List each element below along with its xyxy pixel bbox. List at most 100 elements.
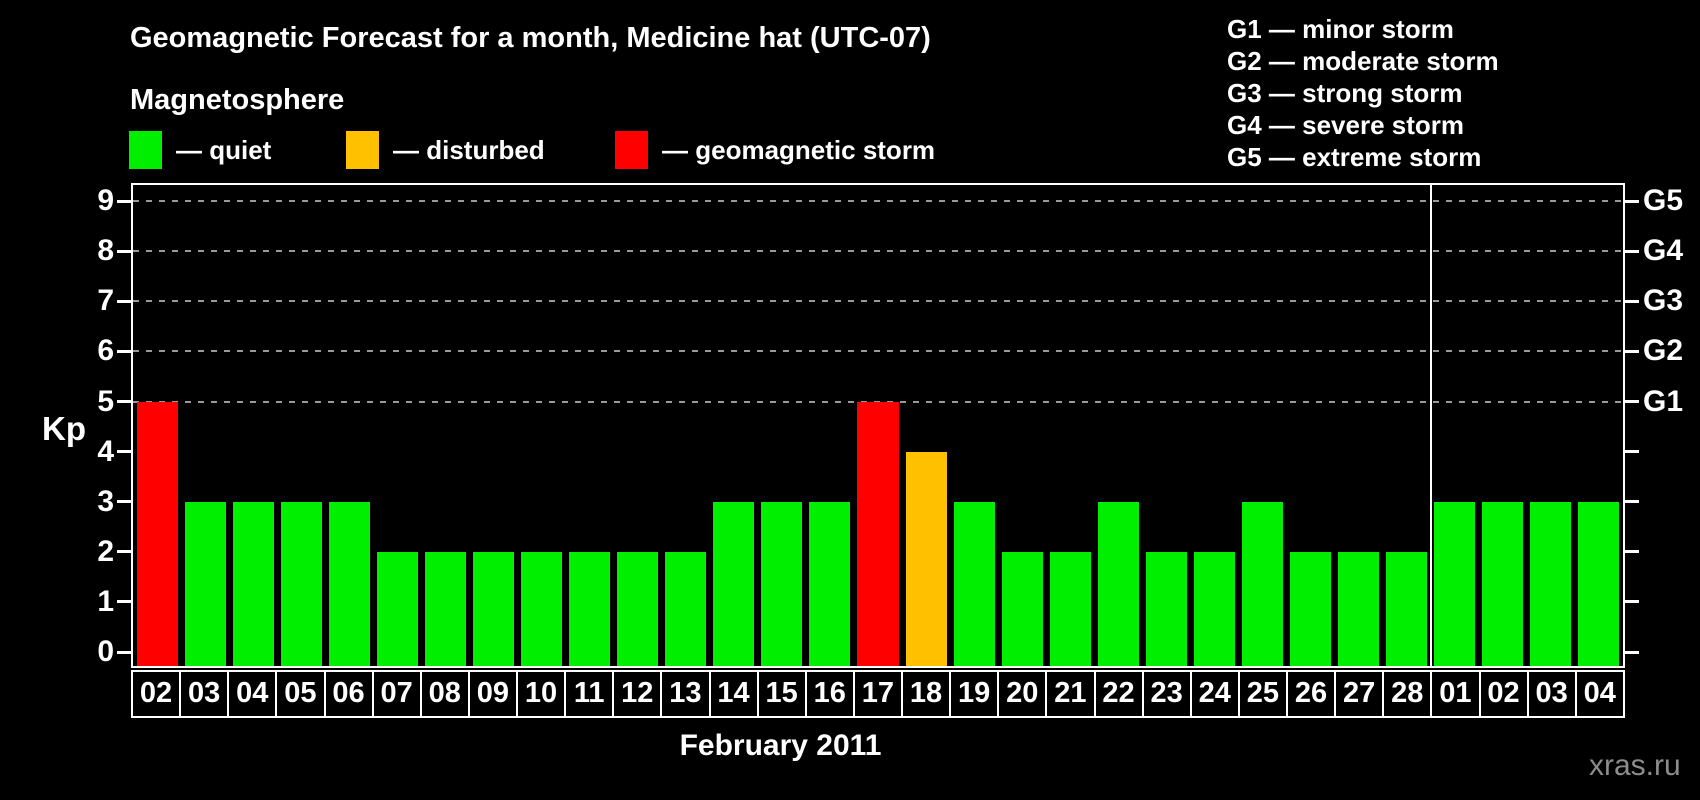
right-axis-tick-1 <box>1625 600 1639 604</box>
date-cell-10-feb: 10 <box>516 672 564 716</box>
bar-day-05-feb <box>280 501 322 666</box>
right-axis-tick-9 <box>1625 199 1639 203</box>
right-axis-tick-2 <box>1625 550 1639 554</box>
legend-item-quiet: — quiet <box>129 130 271 170</box>
right-axis-tick-6 <box>1625 349 1639 353</box>
y-axis-tick-0 <box>117 650 131 654</box>
month-separator-line <box>1429 185 1432 666</box>
page-title: Geomagnetic Forecast for a month, Medici… <box>130 22 931 54</box>
bar-day-18-feb <box>905 451 947 666</box>
bar-day-25-feb <box>1241 501 1284 666</box>
g-level-label-g5: G5 <box>1643 184 1684 218</box>
date-cell-04-mar: 04 <box>1574 672 1623 716</box>
y-tick-label-6: 6 <box>97 334 114 368</box>
g-scale-item-g4: G4 — severe storm <box>1227 110 1465 140</box>
date-cell-24-feb: 24 <box>1189 672 1238 716</box>
bar-day-23-feb <box>1145 551 1187 666</box>
x-axis-month-label: February 2011 <box>679 729 882 762</box>
disturbed-color-swatch <box>346 131 379 169</box>
bar-day-12-feb <box>617 551 659 666</box>
legend-label-disturbed: — disturbed <box>393 135 545 165</box>
date-cell-18-feb: 18 <box>901 672 949 716</box>
date-cell-20-feb: 20 <box>997 672 1045 716</box>
y-tick-label-3: 3 <box>97 484 114 518</box>
g-level-label-g4: G4 <box>1643 234 1684 268</box>
date-cell-02-feb: 02 <box>139 677 173 709</box>
bar-day-28-feb <box>1386 551 1428 666</box>
date-cell-05-feb: 05 <box>275 672 323 716</box>
bar-day-04-feb <box>232 501 274 666</box>
y-axis-tick-6 <box>117 349 131 353</box>
bar-day-10-feb <box>521 551 563 666</box>
date-cell-26-feb: 26 <box>1286 672 1334 716</box>
bar-day-09-feb <box>472 551 514 666</box>
legend-label-quiet: — quiet <box>176 135 272 165</box>
quiet-color-swatch <box>129 131 162 169</box>
date-cell-21-feb: 21 <box>1045 672 1093 716</box>
gridline-kp6 <box>133 350 1623 353</box>
date-axis: 02 03 04 05 06 07 08 09 10 11 12 13 14 15 16 17 18 19 20 21… <box>131 670 1625 718</box>
right-axis-tick-3 <box>1625 500 1639 504</box>
legend-label-storm: — geomagnetic storm <box>662 135 936 165</box>
y-axis-tick-8 <box>117 249 131 253</box>
y-axis-tick-2 <box>117 550 131 554</box>
bar-day-27-feb <box>1338 551 1380 666</box>
legend-item-disturbed: — disturbed <box>346 130 545 170</box>
right-axis-tick-8 <box>1625 249 1639 253</box>
bar-day-21-feb <box>1049 551 1091 666</box>
date-cell-11-feb: 11 <box>564 672 612 716</box>
bar-day-20-feb <box>1001 551 1043 666</box>
date-cell-02-mar: 02 <box>1478 672 1527 716</box>
date-cell-03-mar: 03 <box>1526 672 1575 716</box>
y-tick-label-9: 9 <box>97 184 114 218</box>
bar-day-11-feb <box>569 551 611 666</box>
bar-day-16-feb <box>809 501 851 666</box>
date-cell-25-feb: 25 <box>1237 672 1286 716</box>
y-axis-tick-5 <box>117 400 131 403</box>
bar-day-24-feb <box>1193 551 1235 666</box>
date-cell-28-feb: 28 <box>1382 672 1430 716</box>
gridline-kp8 <box>133 250 1623 253</box>
bar-day-22-feb <box>1097 501 1139 666</box>
g-scale-item-g5: G5 — extreme storm <box>1227 142 1482 172</box>
chart-area: Kp 0 1 2 3 4 5 6 7 8 9 G1 G2 G3 G4 G5 <box>0 183 1700 668</box>
bar-day-08-feb <box>424 551 466 666</box>
right-axis-tick-5 <box>1625 400 1639 403</box>
y-tick-label-0: 0 <box>97 635 114 668</box>
y-tick-label-7: 7 <box>97 284 114 318</box>
date-cell-13-feb: 13 <box>660 672 708 716</box>
date-cell-12-feb: 12 <box>612 672 660 716</box>
date-cell-03-feb: 03 <box>179 672 227 716</box>
subtitle-magnetosphere: Magnetosphere <box>130 84 345 116</box>
bar-day-03-mar <box>1530 501 1572 666</box>
bar-day-17-feb <box>857 401 899 666</box>
y-tick-label-8: 8 <box>97 234 114 268</box>
g-level-label-g2: G2 <box>1643 334 1684 368</box>
date-cell-07-feb: 07 <box>371 672 420 716</box>
date-cell-16-feb: 16 <box>804 672 853 716</box>
bar-day-13-feb <box>665 551 707 666</box>
y-tick-label-1: 1 <box>97 584 114 618</box>
date-cell-14-feb: 14 <box>708 672 757 716</box>
g-scale-legend: G1 — minor storm G2 — moderate storm G3 … <box>1227 13 1499 173</box>
bar-day-02-feb <box>136 401 178 666</box>
date-cell-19-feb: 19 <box>949 672 997 716</box>
date-cell-01-mar: 01 <box>1430 672 1478 716</box>
watermark-xras: xras.ru <box>1589 749 1681 782</box>
y-tick-label-4: 4 <box>97 434 114 468</box>
date-cell-15-feb: 15 <box>756 672 805 716</box>
bar-day-15-feb <box>761 501 803 666</box>
bar-day-04-mar <box>1578 501 1620 666</box>
bar-day-19-feb <box>953 501 995 666</box>
g-level-label-g3: G3 <box>1643 284 1684 318</box>
g-scale-item-g2: G2 — moderate storm <box>1227 46 1499 76</box>
y-tick-label-5: 5 <box>97 384 114 418</box>
bar-day-14-feb <box>713 501 755 666</box>
gridline-kp9 <box>133 200 1623 203</box>
date-cell-22-feb: 22 <box>1093 672 1142 716</box>
date-cell-08-feb: 08 <box>419 672 468 716</box>
right-axis-tick-0 <box>1625 650 1639 654</box>
g-scale-item-g3: G3 — strong storm <box>1227 78 1463 108</box>
right-axis-tick-4 <box>1625 450 1639 454</box>
date-cell-04-feb: 04 <box>227 672 275 716</box>
